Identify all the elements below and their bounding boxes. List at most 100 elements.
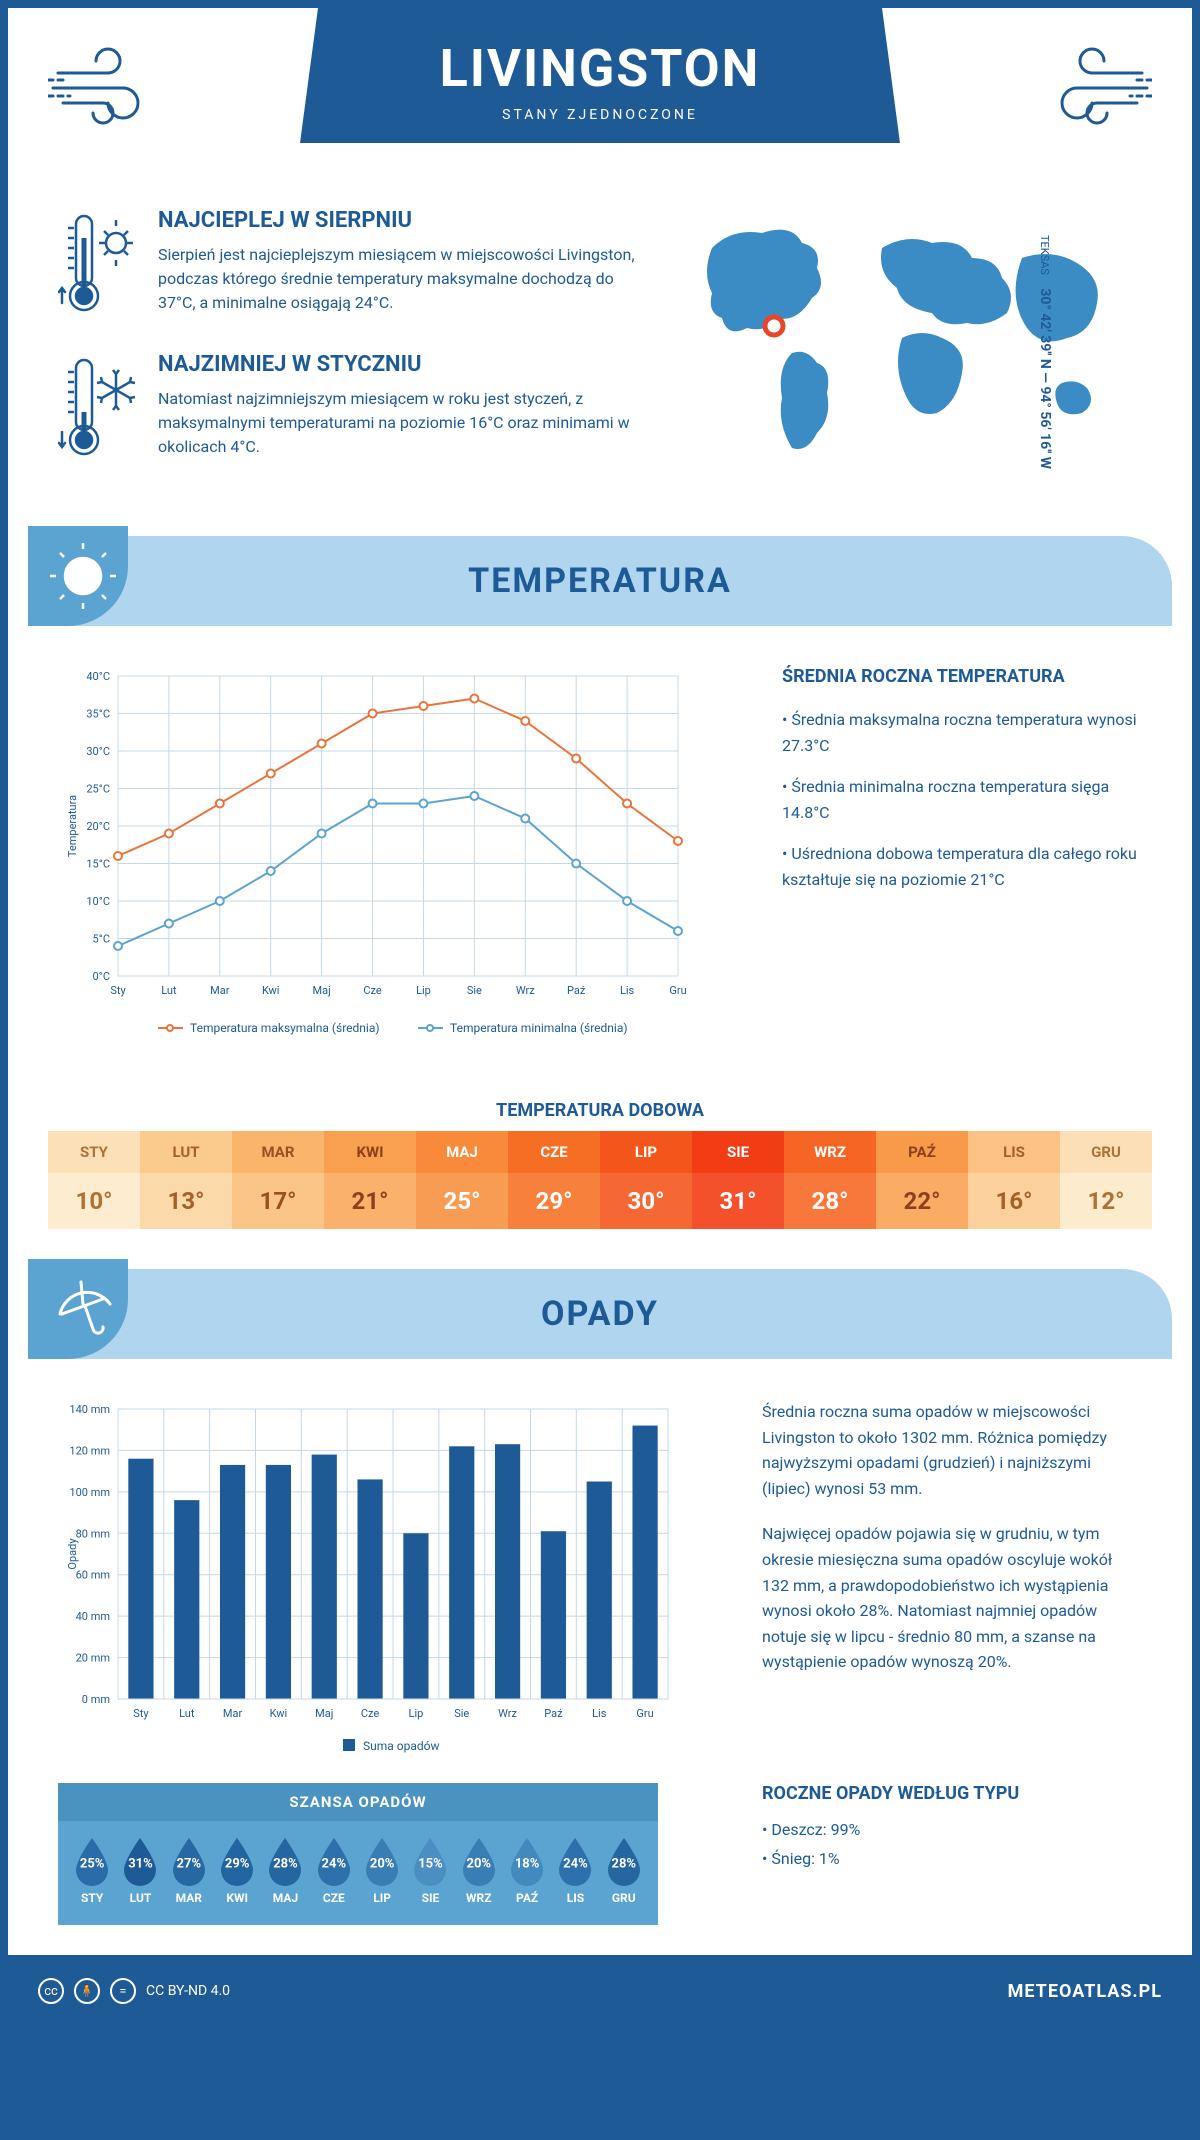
drop-icon: 28% bbox=[265, 1836, 305, 1886]
precip-type-bullet: • Śnieg: 1% bbox=[762, 1845, 1142, 1874]
chance-title: SZANSA OPADÓW bbox=[58, 1783, 658, 1821]
cold-fact-title: NAJZIMNIEJ W STYCZNIU bbox=[158, 352, 642, 377]
country-subtitle: STANY ZJEDNOCZONE bbox=[300, 107, 900, 123]
temperature-info: ŚREDNIA ROCZNA TEMPERATURA • Średnia mak… bbox=[782, 666, 1142, 1050]
thermometer-hot-icon bbox=[58, 208, 138, 322]
by-icon: 🧍 bbox=[74, 1978, 100, 2004]
cold-fact-text: Natomiast najzimniejszym miesiącem w rok… bbox=[158, 387, 642, 459]
chance-item: 15% SIE bbox=[406, 1836, 454, 1905]
city-title: LIVINGSTON bbox=[300, 38, 900, 99]
daily-col: MAR 17° bbox=[232, 1131, 324, 1229]
drop-icon: 24% bbox=[555, 1836, 595, 1886]
temp-bullet: • Średnia minimalna roczna temperatura s… bbox=[782, 774, 1142, 825]
daily-col: STY 10° bbox=[48, 1131, 140, 1229]
svg-text:Wrz: Wrz bbox=[498, 1707, 517, 1720]
svg-text:Temperatura minimalna (średnia: Temperatura minimalna (średnia) bbox=[450, 1021, 628, 1035]
precip-title: OPADY bbox=[48, 1294, 1152, 1334]
svg-text:Kwi: Kwi bbox=[270, 1707, 288, 1720]
license-text: CC BY-ND 4.0 bbox=[146, 1983, 230, 1999]
svg-text:100 mm: 100 mm bbox=[69, 1486, 110, 1499]
svg-text:Paź: Paź bbox=[544, 1707, 563, 1720]
drop-icon: 18% bbox=[507, 1836, 547, 1886]
temperature-header: TEMPERATURA bbox=[28, 536, 1172, 626]
cc-icon: cc bbox=[38, 1978, 64, 2004]
svg-text:Sty: Sty bbox=[110, 984, 126, 997]
svg-text:Temperatura: Temperatura bbox=[66, 795, 79, 857]
svg-text:Gru: Gru bbox=[636, 1707, 653, 1720]
chance-item: 27% MAR bbox=[165, 1836, 213, 1905]
svg-text:Mar: Mar bbox=[210, 984, 230, 997]
umbrella-icon bbox=[48, 1274, 118, 1348]
drop-icon: 27% bbox=[169, 1836, 209, 1886]
drop-icon: 24% bbox=[314, 1836, 354, 1886]
svg-text:Wrz: Wrz bbox=[516, 984, 535, 997]
svg-text:Lip: Lip bbox=[409, 1707, 424, 1720]
temp-bullet: • Uśredniona dobowa temperatura dla całe… bbox=[782, 841, 1142, 892]
chance-item: 29% KWI bbox=[213, 1836, 261, 1905]
daily-temp-table: STY 10° LUT 13° MAR 17° KWI 21° MAJ 25° … bbox=[48, 1131, 1152, 1229]
precip-type-title: ROCZNE OPADY WEDŁUG TYPU bbox=[762, 1783, 1142, 1804]
svg-text:Sty: Sty bbox=[133, 1707, 149, 1720]
drop-icon: 25% bbox=[72, 1836, 112, 1886]
wind-icon bbox=[1032, 38, 1152, 138]
chance-item: 18% PAŹ bbox=[503, 1836, 551, 1905]
chance-item: 25% STY bbox=[68, 1836, 116, 1905]
chance-item: 20% LIP bbox=[358, 1836, 406, 1905]
svg-text:Gru: Gru bbox=[669, 984, 686, 997]
cold-fact: NAJZIMNIEJ W STYCZNIU Natomiast najzimni… bbox=[58, 352, 642, 466]
precip-para: Średnia roczna suma opadów w miejscowośc… bbox=[762, 1399, 1142, 1501]
daily-col: MAJ 25° bbox=[416, 1131, 508, 1229]
header: LIVINGSTON STANY ZJEDNOCZONE bbox=[8, 8, 1192, 188]
drop-icon: 20% bbox=[362, 1836, 402, 1886]
chance-item: 28% GRU bbox=[600, 1836, 648, 1905]
svg-text:Paź: Paź bbox=[567, 984, 586, 997]
precip-para: Najwięcej opadów pojawia się w grudniu, … bbox=[762, 1521, 1142, 1675]
svg-text:0°C: 0°C bbox=[93, 970, 110, 983]
svg-text:20°C: 20°C bbox=[86, 820, 110, 833]
svg-text:35°C: 35°C bbox=[86, 708, 110, 721]
precip-header: OPADY bbox=[28, 1269, 1172, 1359]
svg-text:Sie: Sie bbox=[467, 984, 482, 997]
svg-text:Cze: Cze bbox=[361, 1707, 380, 1720]
chance-item: 24% LIS bbox=[551, 1836, 599, 1905]
chance-item: 28% MAJ bbox=[261, 1836, 309, 1905]
daily-col: PAŹ 22° bbox=[876, 1131, 968, 1229]
sun-icon bbox=[48, 541, 118, 615]
thermometer-cold-icon bbox=[58, 352, 138, 466]
svg-text:Lis: Lis bbox=[592, 1707, 607, 1720]
daily-col: LUT 13° bbox=[140, 1131, 232, 1229]
daily-col: LIP 30° bbox=[600, 1131, 692, 1229]
svg-text:80 mm: 80 mm bbox=[76, 1527, 110, 1540]
daily-col: WRZ 28° bbox=[784, 1131, 876, 1229]
drop-icon: 15% bbox=[410, 1836, 450, 1886]
svg-text:Maj: Maj bbox=[313, 984, 331, 997]
footer: cc 🧍 = CC BY-ND 4.0 METEOATLAS.PL bbox=[8, 1963, 1192, 2019]
wind-icon bbox=[48, 38, 168, 138]
svg-text:Cze: Cze bbox=[363, 984, 382, 997]
svg-text:Temperatura maksymalna (średni: Temperatura maksymalna (średnia) bbox=[190, 1021, 380, 1035]
svg-text:0 mm: 0 mm bbox=[82, 1693, 110, 1706]
svg-text:20 mm: 20 mm bbox=[76, 1652, 110, 1665]
temp-info-title: ŚREDNIA ROCZNA TEMPERATURA bbox=[782, 666, 1142, 687]
intro-section: NAJCIEPLEJ W SIERPNIU Sierpień jest najc… bbox=[8, 188, 1192, 536]
precip-type-bullet: • Deszcz: 99% bbox=[762, 1816, 1142, 1845]
precip-info: Średnia roczna suma opadów w miejscowośc… bbox=[762, 1399, 1142, 1763]
svg-text:40 mm: 40 mm bbox=[76, 1610, 110, 1623]
hot-fact-text: Sierpień jest najcieplejszym miesiącem w… bbox=[158, 243, 642, 315]
hot-fact-title: NAJCIEPLEJ W SIERPNIU bbox=[158, 208, 642, 233]
nd-icon: = bbox=[110, 1978, 136, 2004]
svg-text:Lut: Lut bbox=[179, 1707, 195, 1720]
drop-icon: 20% bbox=[459, 1836, 499, 1886]
temperature-title: TEMPERATURA bbox=[48, 561, 1152, 601]
svg-text:30°C: 30°C bbox=[86, 745, 110, 758]
chance-item: 24% CZE bbox=[310, 1836, 358, 1905]
svg-text:25°C: 25°C bbox=[86, 783, 110, 796]
svg-text:60 mm: 60 mm bbox=[76, 1569, 110, 1582]
temp-bullet: • Średnia maksymalna roczna temperatura … bbox=[782, 707, 1142, 758]
svg-text:Kwi: Kwi bbox=[262, 984, 280, 997]
precip-bar-chart: 0 mm20 mm40 mm60 mm80 mm100 mm120 mm140 … bbox=[58, 1399, 722, 1763]
svg-text:Lis: Lis bbox=[620, 984, 635, 997]
svg-text:Lip: Lip bbox=[416, 984, 431, 997]
temperature-line-chart: 0°C5°C10°C15°C20°C25°C30°C35°C40°CStyLut… bbox=[58, 666, 742, 1050]
svg-text:Lut: Lut bbox=[161, 984, 177, 997]
